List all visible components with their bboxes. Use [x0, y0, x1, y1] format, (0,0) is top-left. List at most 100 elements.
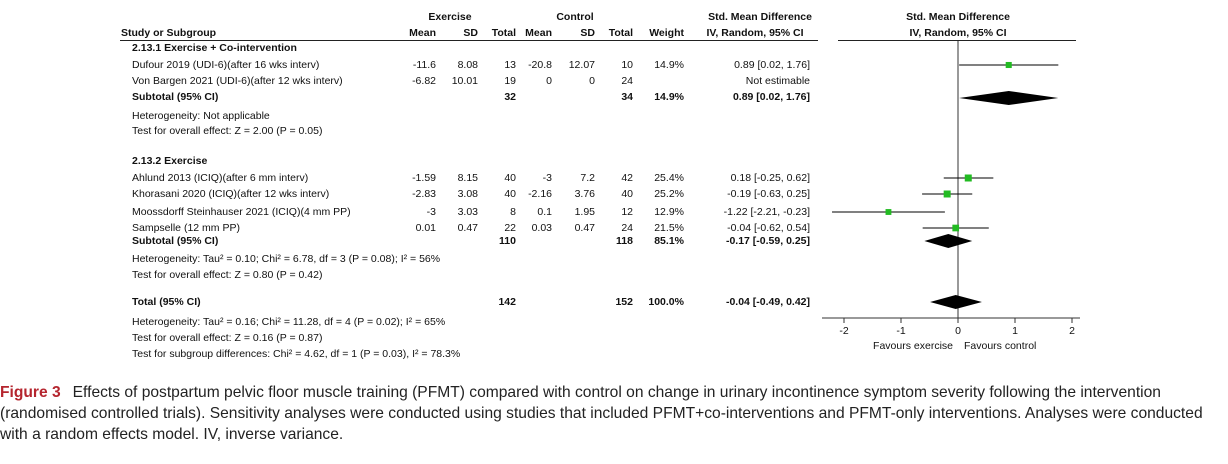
- study-name: Khorasani 2020 (ICIQ)(after 12 wks inter…: [132, 188, 330, 200]
- subtotal-diamond: [959, 91, 1059, 105]
- ct-total: 12: [621, 206, 633, 218]
- ci-text: 0.89 [0.02, 1.76]: [734, 59, 810, 71]
- subtotal-label: Subtotal (95% CI): [132, 91, 219, 103]
- ct-mean: 0.1: [537, 206, 552, 218]
- ct-total: 10: [621, 59, 633, 71]
- ex-sd: 8.08: [457, 59, 478, 71]
- weight: 100.0%: [648, 296, 684, 308]
- subgroup-title: 2.13.2 Exercise: [132, 155, 208, 167]
- ci-text: -1.22 [-2.21, -0.23]: [723, 206, 810, 218]
- ct-total: 24: [621, 222, 633, 234]
- ct-total: 118: [616, 235, 633, 247]
- ex-total: 22: [504, 222, 516, 234]
- weight: 25.2%: [654, 188, 684, 200]
- study-square: [943, 190, 951, 198]
- ex-mean: -11.6: [412, 59, 436, 71]
- ex-sd: 10.01: [451, 75, 478, 87]
- ct-sd: 3.76: [574, 188, 595, 200]
- ci-text: -0.04 [-0.62, 0.54]: [727, 222, 810, 234]
- ex-sd: 3.03: [457, 206, 478, 218]
- ex-sd: 0.47: [457, 222, 478, 234]
- subtotal-label: Subtotal (95% CI): [132, 235, 219, 247]
- ct-mean: -3: [542, 172, 552, 184]
- ct-sd: 12.07: [568, 59, 595, 71]
- study-name: Von Bargen 2021 (UDI-6)(after 12 wks int…: [132, 75, 343, 87]
- weight: 25.4%: [654, 172, 684, 184]
- ex-mean-header: Mean: [409, 27, 436, 39]
- ct-mean-header: Mean: [525, 27, 552, 39]
- study-name: Moossdorff Steinhauser 2021 (ICIQ)(4 mm …: [132, 206, 351, 218]
- x-tick-label: 2: [1069, 325, 1075, 337]
- ct-total: 152: [615, 296, 633, 308]
- group2-header: Control: [556, 11, 594, 23]
- ex-total: 142: [498, 296, 516, 308]
- study-square: [885, 209, 892, 215]
- ct-total: 40: [621, 188, 633, 200]
- ct-mean: -2.16: [528, 188, 552, 200]
- weight-header: Weight: [649, 27, 684, 39]
- heterogeneity-text: Heterogeneity: Not applicable: [132, 110, 270, 122]
- ex-sd: 3.08: [457, 188, 478, 200]
- ci-text: -0.04 [-0.49, 0.42]: [725, 296, 810, 308]
- ct-mean: 0: [546, 75, 552, 87]
- ci-text: Not estimable: [745, 75, 810, 87]
- ex-sd: 8.15: [457, 172, 478, 184]
- ct-total: 42: [621, 172, 633, 184]
- weight: 12.9%: [654, 206, 684, 218]
- ex-total: 32: [504, 91, 516, 103]
- ex-mean: -3: [426, 206, 436, 218]
- x-tick-label: -1: [896, 325, 906, 337]
- study-square: [952, 224, 960, 232]
- ci-text: -0.19 [-0.63, 0.25]: [727, 188, 810, 200]
- subtotal-diamond: [924, 234, 973, 248]
- ci-text: -0.17 [-0.59, 0.25]: [725, 235, 810, 247]
- ex-total: 8: [510, 206, 516, 218]
- forest-plot: [822, 41, 1080, 323]
- weight: 14.9%: [654, 91, 684, 103]
- ct-mean: 0.03: [531, 222, 552, 234]
- ct-sd: 1.95: [574, 206, 595, 218]
- x-tick-label: 1: [1012, 325, 1018, 337]
- plot-header-title: Std. Mean Difference: [906, 11, 1010, 23]
- total-diamond: [930, 295, 982, 309]
- ci-text: 0.89 [0.02, 1.76]: [732, 91, 810, 103]
- figure-caption: Figure 3 Effects of postpartum pelvic flo…: [0, 382, 1226, 445]
- header-rule: [120, 40, 818, 41]
- total-label: Total (95% CI): [132, 296, 201, 308]
- ex-mean: -2.83: [412, 188, 436, 200]
- ct-total: 24: [621, 75, 633, 87]
- ct-sd-header: SD: [580, 27, 595, 39]
- ex-total: 110: [499, 235, 516, 247]
- total-heterogeneity-text: Heterogeneity: Tau² = 0.16; Chi² = 11.28…: [132, 316, 446, 328]
- heterogeneity-text: Heterogeneity: Tau² = 0.10; Chi² = 6.78,…: [132, 253, 441, 265]
- favours-left-label: Favours exercise: [873, 340, 953, 352]
- ct-mean: -20.8: [528, 59, 552, 71]
- ex-mean: -6.82: [412, 75, 436, 87]
- smd-header-sub: IV, Random, 95% CI: [706, 27, 804, 39]
- x-tick-label: -2: [839, 325, 849, 337]
- weight: 14.9%: [654, 59, 684, 71]
- ct-sd: 7.2: [580, 172, 595, 184]
- ct-sd: 0.47: [574, 222, 595, 234]
- caption-text: Effects of postpartum pelvic floor muscl…: [0, 384, 1203, 443]
- plot-header-sub: IV, Random, 95% CI: [909, 27, 1007, 39]
- weight: 21.5%: [654, 222, 684, 234]
- ex-total: 40: [504, 188, 516, 200]
- study-name: Ahlund 2013 (ICIQ)(after 6 mm interv): [132, 172, 309, 184]
- subgroup-title: 2.13.1 Exercise + Co-intervention: [132, 42, 297, 54]
- ex-sd-header: SD: [463, 27, 478, 39]
- study-square: [964, 174, 972, 182]
- ex-total: 19: [504, 75, 516, 87]
- study-square: [1005, 61, 1012, 69]
- ex-mean: 0.01: [415, 222, 436, 234]
- total-overall-effect-text: Test for overall effect: Z = 0.16 (P = 0…: [132, 332, 323, 344]
- study-name: Dufour 2019 (UDI-6)(after 16 wks interv): [132, 59, 320, 71]
- figure-label: Figure 3: [0, 384, 61, 401]
- ex-total-header: Total: [491, 27, 516, 39]
- weight: 85.1%: [654, 235, 684, 247]
- ct-total: 34: [621, 91, 633, 103]
- plot-header-rule: [838, 40, 1076, 41]
- ex-total: 13: [504, 59, 516, 71]
- overall-effect-text: Test for overall effect: Z = 2.00 (P = 0…: [132, 125, 323, 137]
- ex-total: 40: [504, 172, 516, 184]
